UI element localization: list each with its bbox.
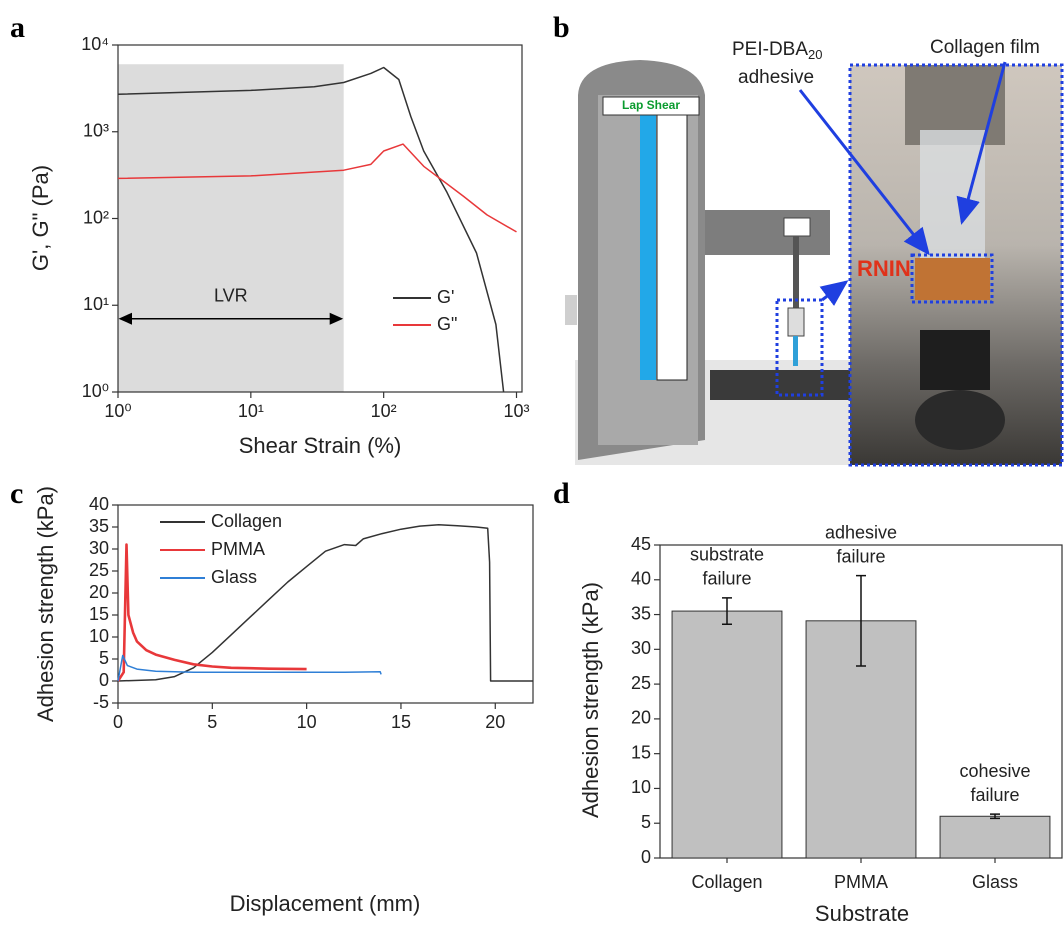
y-tick-label: 10 xyxy=(89,626,109,646)
series-line xyxy=(117,66,505,393)
x-axis-title: Shear Strain (%) xyxy=(239,433,402,458)
error-bar xyxy=(856,574,866,667)
bar xyxy=(939,815,1051,859)
adhesive-label-main: PEI-DBA xyxy=(732,39,808,60)
legend-label: G' xyxy=(437,287,454,307)
x-tick-label: 5 xyxy=(207,712,217,732)
y-tick-label: 10¹ xyxy=(83,294,109,314)
y-axis-title: G', G" (Pa) xyxy=(28,165,53,271)
adhesive-label-2: adhesive xyxy=(738,67,814,88)
y-tick-label: 35 xyxy=(89,516,109,536)
y-tick-label: 10⁰ xyxy=(82,381,109,401)
y-tick-label: 20 xyxy=(631,708,651,728)
legend-label: PMMA xyxy=(211,539,265,559)
series-line xyxy=(117,143,517,233)
y-tick-label: 25 xyxy=(631,673,651,693)
x-tick-label: 15 xyxy=(391,712,411,732)
x-tick-label: Glass xyxy=(972,872,1018,892)
y-tick-label: 30 xyxy=(631,638,651,658)
x-axis-title: Displacement (mm) xyxy=(230,891,421,916)
annotation-label: failure xyxy=(836,546,885,566)
y-tick-label: 0 xyxy=(641,847,651,867)
y-tick-label: 5 xyxy=(641,812,651,832)
y-tick-label: 10⁴ xyxy=(81,34,109,54)
annotation-label: failure xyxy=(702,569,751,589)
legend-label: Collagen xyxy=(211,511,282,531)
legend-label: Glass xyxy=(211,567,257,587)
y-tick-label: 40 xyxy=(89,494,109,514)
x-tick-label: Collagen xyxy=(691,872,762,892)
warning-text: RNIN xyxy=(857,256,911,281)
annotation-label: adhesive xyxy=(825,522,897,542)
error-bar xyxy=(990,813,1000,820)
y-tick-label: -5 xyxy=(93,692,109,712)
x-axis-title: Substrate xyxy=(815,901,909,926)
panel-label: d xyxy=(553,477,570,510)
shaded-region xyxy=(118,64,344,393)
y-tick-label: 10² xyxy=(83,207,109,227)
series-line xyxy=(117,524,533,682)
x-tick-label: PMMA xyxy=(834,872,888,892)
y-tick-label: 10³ xyxy=(83,121,109,141)
y-tick-label: 35 xyxy=(631,603,651,623)
plot-frame xyxy=(117,504,534,704)
film-label: Collagen film xyxy=(930,37,1040,58)
annotation-label: failure xyxy=(970,785,1019,805)
device-label: Lap Shear xyxy=(622,98,680,112)
y-tick-label: 25 xyxy=(89,560,109,580)
bar xyxy=(671,610,783,859)
y-tick-label: 40 xyxy=(631,569,651,589)
panel-label: b xyxy=(553,11,570,44)
legend-label: G" xyxy=(437,314,457,334)
y-tick-label: 20 xyxy=(89,582,109,602)
annotation-label: substrate xyxy=(690,545,764,565)
x-tick-label: 0 xyxy=(113,712,123,732)
y-tick-label: 30 xyxy=(89,538,109,558)
y-axis-title: Adhesion strength (kPa) xyxy=(578,582,603,818)
adhesive-label: PEI-DBA20 xyxy=(732,39,823,62)
series-line xyxy=(117,654,382,682)
y-axis-title: Adhesion strength (kPa) xyxy=(33,486,58,722)
y-tick-label: 0 xyxy=(99,670,109,690)
x-tick-label: 10 xyxy=(297,712,317,732)
series-line xyxy=(116,543,307,682)
x-tick-label: 10² xyxy=(371,401,397,421)
panel-label: c xyxy=(10,477,23,510)
x-tick-label: 10¹ xyxy=(238,401,264,421)
y-tick-label: 45 xyxy=(631,534,651,554)
y-tick-label: 5 xyxy=(99,648,109,668)
x-tick-label: 10³ xyxy=(503,401,529,421)
error-bar xyxy=(722,597,732,626)
adhesive-subscript: 20 xyxy=(808,47,822,62)
annotation-label: cohesive xyxy=(959,761,1030,781)
lap-shear-diagram: Lap Shear RNIN PEI-DBA20 adhesive Collag… xyxy=(565,37,1064,467)
x-tick-label: 10⁰ xyxy=(104,401,131,421)
annotation-label: LVR xyxy=(214,285,248,305)
y-tick-label: 10 xyxy=(631,777,651,797)
panel-label: a xyxy=(10,11,25,44)
y-tick-label: 15 xyxy=(631,742,651,762)
y-tick-label: 15 xyxy=(89,604,109,624)
x-tick-label: 20 xyxy=(485,712,505,732)
